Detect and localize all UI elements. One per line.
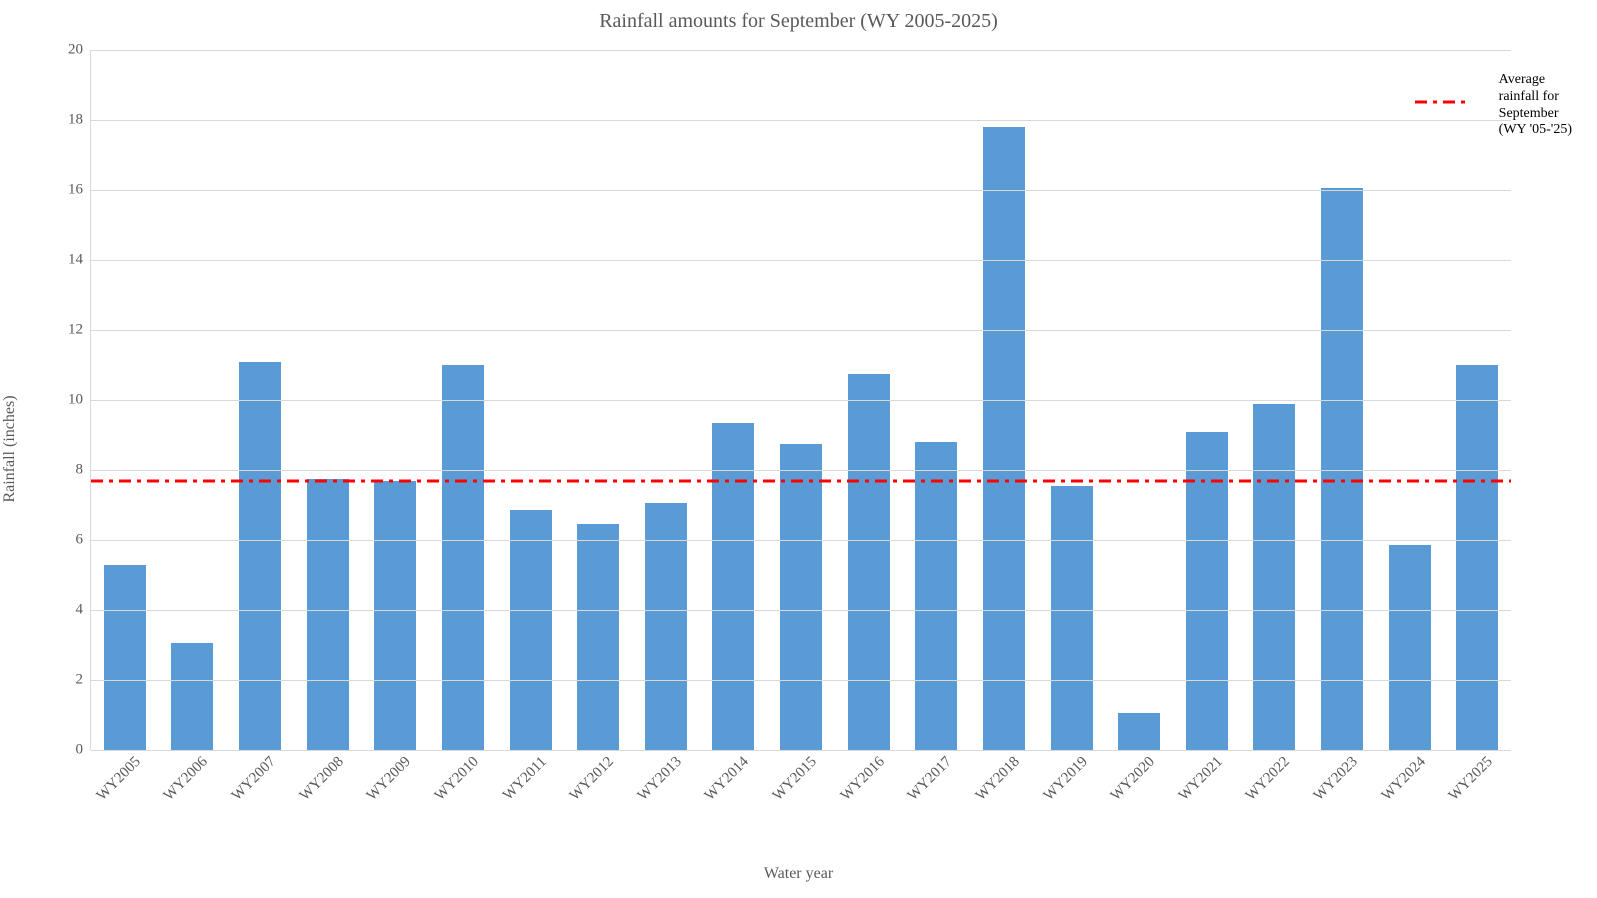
bar [1456,365,1498,750]
y-tick-label: 8 [76,462,92,479]
bar [780,444,822,750]
gridline [91,540,1511,541]
bar [510,510,552,750]
x-tick-label: WY2016 [837,754,888,805]
legend-line-4: (WY '05-'25) [1499,122,1572,137]
x-tick-label: WY2011 [500,754,551,805]
legend-line-2: rainfall for [1499,89,1559,104]
gridline [91,50,1511,51]
gridline [91,330,1511,331]
legend-line-1: Average [1499,72,1545,87]
bar [1389,545,1431,750]
x-tick-label: WY2022 [1243,754,1294,805]
gridline [91,400,1511,401]
rainfall-bar-chart: Rainfall amounts for September (WY 2005-… [0,0,1597,898]
bar [1051,486,1093,750]
y-tick-label: 6 [76,532,92,549]
x-tick-label: WY2014 [702,754,753,805]
x-tick-label: WY2010 [432,754,483,805]
bar [983,127,1025,750]
x-tick-label: WY2012 [567,754,618,805]
bar [577,524,619,750]
y-tick-label: 4 [76,602,92,619]
plot-area: WY2005WY2006WY2007WY2008WY2009WY2010WY20… [90,50,1511,750]
x-tick-label: WY2009 [364,754,415,805]
bar [848,374,890,750]
y-tick-label: 20 [68,42,91,59]
x-axis-label: Water year [0,865,1597,883]
bar [1118,713,1160,750]
bar [104,565,146,751]
x-tick-label: WY2006 [161,754,212,805]
x-tick-label: WY2025 [1446,754,1497,805]
bar [171,643,213,750]
y-axis-label: Rainfall (inches) [1,395,19,502]
x-tick-label: WY2017 [905,754,956,805]
bar [915,442,957,750]
x-tick-label: WY2013 [635,754,686,805]
gridline [91,610,1511,611]
gridline [91,750,1511,751]
gridline [91,120,1511,121]
legend-line-3: September [1499,106,1559,121]
y-tick-label: 0 [76,742,92,759]
gridline [91,680,1511,681]
x-tick-label: WY2019 [1040,754,1091,805]
x-tick-label: WY2005 [94,754,145,805]
y-tick-label: 16 [68,182,91,199]
y-tick-label: 10 [68,392,91,409]
bar [1253,404,1295,751]
bar [239,362,281,751]
gridline [91,190,1511,191]
x-tick-label: WY2024 [1378,754,1429,805]
average-line [91,478,1511,484]
x-tick-label: WY2015 [770,754,821,805]
bar [442,365,484,750]
bar [374,481,416,751]
x-tick-label: WY2020 [1108,754,1159,805]
x-tick-label: WY2018 [973,754,1024,805]
y-tick-label: 18 [68,112,91,129]
y-tick-label: 14 [68,252,91,269]
bar [307,479,349,750]
x-tick-label: WY2023 [1311,754,1362,805]
y-tick-label: 2 [76,672,92,689]
legend: Average rainfall for September (WY '05-'… [1499,72,1572,139]
bar [712,423,754,750]
gridline [91,260,1511,261]
y-tick-label: 12 [68,322,91,339]
x-tick-label: WY2008 [296,754,347,805]
x-tick-label: WY2007 [229,754,280,805]
chart-title: Rainfall amounts for September (WY 2005-… [0,10,1597,33]
gridline [91,470,1511,471]
x-tick-label: WY2021 [1176,754,1227,805]
